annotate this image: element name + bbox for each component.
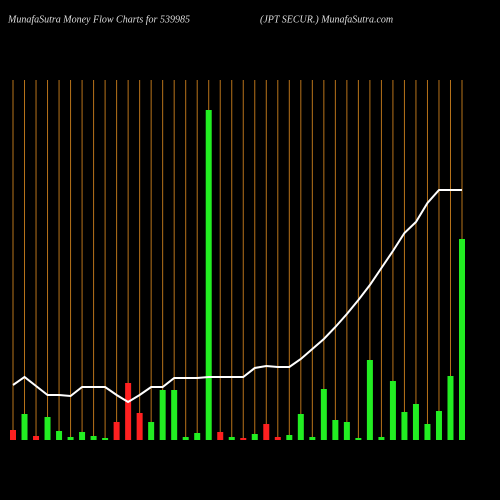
bar <box>412 404 419 440</box>
bar <box>355 438 362 440</box>
bar <box>56 431 63 440</box>
bar <box>297 414 304 440</box>
bar <box>401 412 408 440</box>
bar <box>148 422 155 440</box>
bar <box>251 434 258 440</box>
bar <box>389 381 396 440</box>
bar <box>125 383 132 440</box>
bar <box>332 420 339 440</box>
chart-subtitle: (JPT SECUR.) MunafaSutra.com <box>260 14 393 25</box>
bar <box>21 414 28 440</box>
bar <box>194 433 201 440</box>
bar <box>79 432 86 440</box>
bar <box>102 438 109 440</box>
bar <box>378 437 385 440</box>
bar <box>263 424 270 440</box>
bar <box>205 110 212 440</box>
bar <box>113 422 120 440</box>
bar <box>10 430 16 440</box>
bar <box>136 413 143 440</box>
bar <box>67 437 74 440</box>
bar <box>447 376 454 440</box>
bar <box>228 437 235 440</box>
bar <box>309 437 316 440</box>
bar <box>366 360 373 440</box>
bar <box>274 437 281 440</box>
chart-title: MunafaSutra Money Flow Charts for 539985 <box>7 14 190 25</box>
line <box>12 189 462 404</box>
bar <box>33 436 40 440</box>
bar <box>90 436 97 440</box>
bar <box>182 437 189 440</box>
bar <box>171 390 178 440</box>
bar <box>240 438 247 440</box>
bar <box>286 435 293 440</box>
bar <box>159 390 166 440</box>
bar <box>44 417 51 440</box>
bar <box>435 411 442 440</box>
bar <box>320 389 327 440</box>
bar <box>424 424 431 440</box>
bar <box>217 432 224 440</box>
bar <box>343 422 350 440</box>
bar <box>459 239 465 440</box>
